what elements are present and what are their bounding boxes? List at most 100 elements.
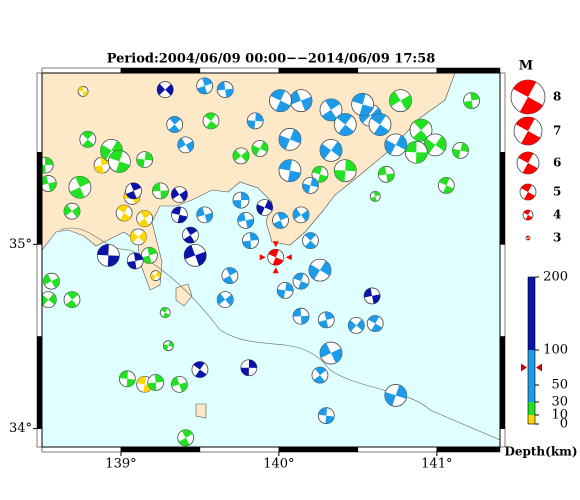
ball-quadrant: [336, 113, 354, 136]
focal-mechanism: [152, 182, 169, 200]
focal-mechanism: [96, 243, 120, 267]
ball-quadrant: [136, 376, 153, 393]
focal-mechanism: [276, 281, 294, 299]
frame-bar: [499, 336, 506, 429]
ball-quadrant: [160, 307, 170, 318]
y-tick-label: 35°: [9, 237, 32, 252]
ball-quadrant: [439, 177, 454, 194]
magnitude-label: 6: [553, 156, 561, 170]
focal-mechanism: [377, 165, 395, 183]
frame-bar: [36, 72, 43, 153]
ball-quadrant: [136, 151, 153, 168]
ball-quadrant: [69, 176, 90, 199]
colorbar-label: 50: [551, 378, 568, 393]
ball-quadrant: [177, 137, 194, 152]
map-area: [42, 73, 500, 447]
colorbar-label: 0: [560, 417, 568, 432]
ball-quadrant: [150, 270, 161, 281]
focal-mechanism: [384, 133, 408, 157]
focal-mechanism: [196, 206, 214, 224]
colorbar-label: 10: [551, 408, 568, 423]
ball-quadrant: [384, 384, 407, 406]
focal-mechanism: [463, 92, 480, 110]
ball-quadrant: [193, 361, 207, 378]
focal-mechanism: [118, 370, 136, 388]
focal-mechanism: [317, 311, 335, 329]
frame-bar: [436, 446, 501, 453]
focal-mechanism: [278, 159, 302, 183]
focal-mechanism: [278, 127, 302, 151]
focal-mechanism: [177, 136, 195, 154]
ball-quadrant: [293, 208, 310, 222]
focal-mechanism: [242, 232, 259, 250]
focal-mechanism: [319, 98, 343, 122]
ball-quadrant: [308, 260, 331, 280]
ball-quadrant: [290, 90, 313, 111]
focal-mechanism: [389, 89, 412, 113]
frame-bar: [499, 151, 506, 245]
ball-quadrant: [278, 129, 301, 150]
colorbar-segment: [528, 277, 535, 350]
frame-bar: [499, 72, 506, 153]
focal-mechanism: [162, 340, 174, 352]
ball-quadrant: [312, 166, 328, 183]
focal-mechanism: [319, 341, 343, 365]
frame-bar: [278, 446, 359, 453]
ball-quadrant: [320, 343, 343, 363]
ball-quadrant: [171, 206, 188, 223]
ball-quadrant: [81, 131, 94, 148]
focal-mechanism: [384, 384, 408, 407]
focal-mechanism: [272, 211, 289, 229]
ball-quadrant: [217, 81, 234, 98]
frame-bar: [36, 428, 43, 448]
focal-mechanism: [170, 206, 188, 224]
ball-quadrant: [318, 407, 335, 424]
focal-mechanism: [125, 182, 143, 200]
focal-mechanism: [107, 150, 131, 173]
ball-quadrant: [141, 247, 158, 264]
focal-mechanism: [150, 270, 162, 282]
focal-mechanism: [289, 89, 313, 113]
ball-quadrant: [204, 112, 218, 129]
ball-quadrant: [43, 274, 60, 289]
ball-quadrant: [513, 80, 543, 114]
depth-marker: [521, 363, 542, 372]
ball-quadrant: [256, 200, 273, 215]
frame-bar: [41, 67, 122, 74]
focal-mechanism: [246, 112, 264, 130]
island: [175, 283, 193, 307]
ball-quadrant: [163, 340, 174, 351]
ball-quadrant: [313, 367, 327, 384]
ball-quadrant: [108, 150, 130, 173]
frame-bar: [41, 446, 122, 453]
focal-mechanism: [177, 429, 195, 447]
ball-quadrant: [515, 117, 541, 146]
focal-mechanism: [166, 116, 184, 133]
frame-bar: [120, 446, 201, 453]
frame-bar: [357, 67, 438, 74]
ball-quadrant: [520, 184, 536, 200]
colorbar-segment: [528, 402, 535, 415]
ball-quadrant: [424, 135, 447, 154]
focal-mechanism: [513, 116, 543, 146]
events: [42, 77, 480, 447]
focal-mechanism: [77, 86, 89, 97]
focal-mechanism: [269, 89, 292, 113]
ball-quadrant: [237, 212, 254, 229]
ball-quadrant: [334, 159, 357, 182]
focal-mechanism: [196, 77, 214, 95]
focal-mechanism: [319, 138, 343, 162]
ball-quadrant: [279, 159, 301, 182]
ball-quadrant: [222, 267, 238, 284]
ball-quadrant: [171, 376, 188, 392]
ball-quadrant: [240, 359, 257, 376]
colorbar-label: 100: [543, 343, 568, 358]
ball-quadrant: [119, 370, 136, 387]
focal-mechanism: [42, 156, 54, 174]
focal-mechanism: [140, 246, 158, 264]
ball-quadrant: [247, 112, 264, 129]
focal-mechanism: [237, 211, 255, 229]
frame-bar: [120, 67, 201, 74]
frame-bar: [278, 67, 359, 74]
